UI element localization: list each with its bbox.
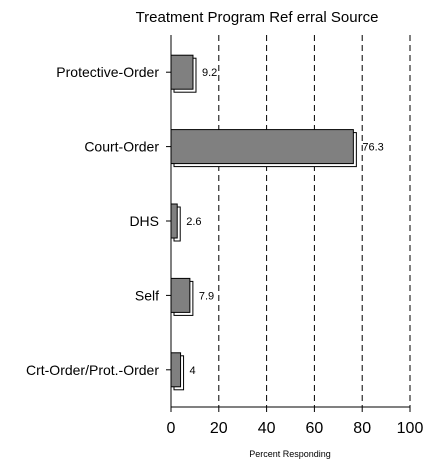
x-tick-label: 20 [210, 420, 228, 437]
axes [166, 35, 411, 412]
x-tick-label: 60 [306, 420, 324, 437]
x-axis-label: Percent Responding [249, 449, 331, 459]
category-label: Court-Order [84, 139, 159, 155]
x-tick-label: 100 [397, 420, 424, 437]
bar [170, 129, 354, 165]
bar [170, 203, 178, 239]
grid-lines [218, 35, 411, 407]
data-label: 4 [190, 365, 196, 377]
data-label: 76.3 [362, 142, 383, 154]
bar [170, 277, 191, 313]
data-label: 9.2 [202, 67, 217, 79]
data-label: 7.9 [199, 290, 214, 302]
bar [170, 352, 182, 388]
category-label: DHS [129, 213, 159, 229]
labels: 9.2 Protective-Order 76.3 Court-Order 2.6 DHS… [26, 64, 423, 437]
data-label: 2.6 [186, 216, 201, 228]
bars [170, 54, 357, 391]
x-tick-label: 40 [258, 420, 276, 437]
bar [170, 54, 194, 90]
category-label: Protective-Order [56, 64, 159, 80]
chart-title: Treatment Program Ref erral Source [136, 9, 379, 26]
category-label: Crt-Order/Prot.-Order [26, 362, 159, 378]
category-label: Self [135, 287, 159, 303]
x-tick-label: 0 [167, 420, 176, 437]
x-tick-label: 80 [353, 420, 371, 437]
